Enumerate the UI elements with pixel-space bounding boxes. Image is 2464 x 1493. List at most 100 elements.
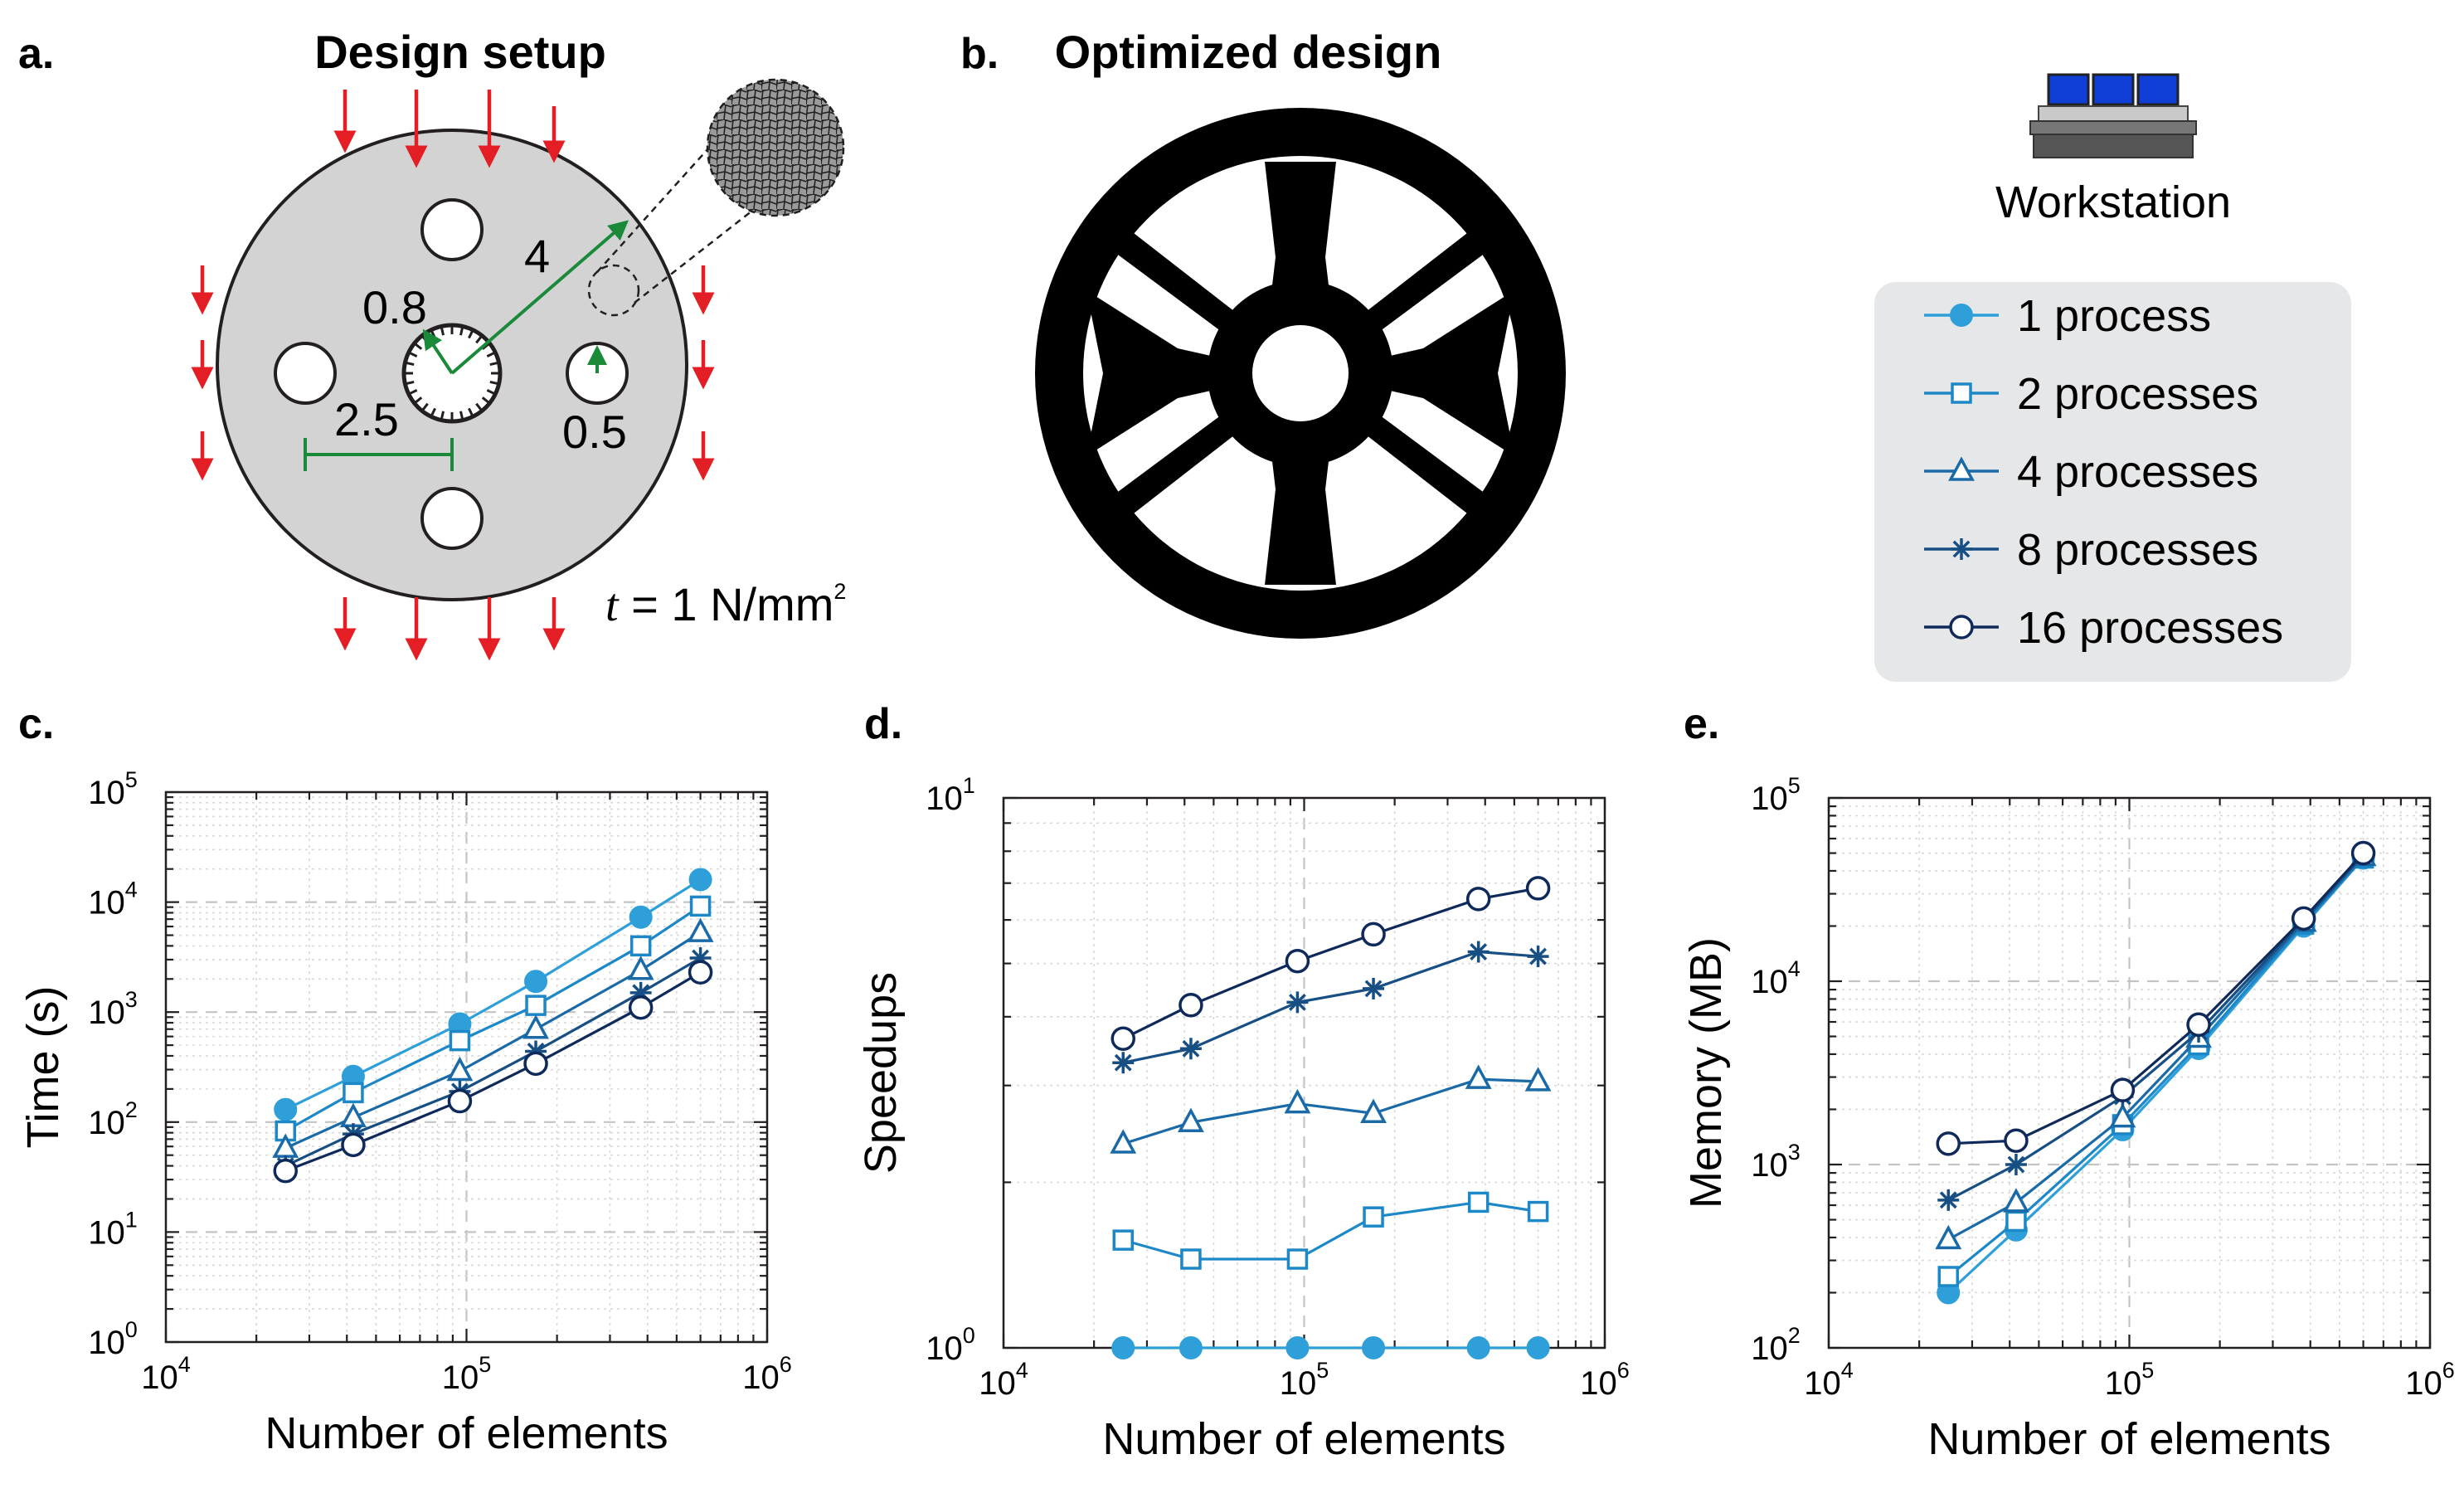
data-point-d-4-3 <box>1286 991 1309 1014</box>
legend-label-3: 4 processes <box>2017 447 2258 497</box>
series-c-1 <box>274 868 712 1121</box>
data-point-d-1-1 <box>1111 1336 1135 1359</box>
data-point-d-5-4 <box>1361 922 1386 947</box>
data-point-c-5-1 <box>273 1158 299 1184</box>
data-point-d-1-4 <box>1362 1336 1386 1359</box>
legend-item-3: 4 processes <box>1924 447 2258 497</box>
ticks-e <box>1827 796 2432 1350</box>
data-point-d-5-3 <box>1285 948 1310 974</box>
legend-item-5: 16 processes <box>1924 603 2283 653</box>
y-tick-label-e-2: 102 <box>1751 1323 1801 1367</box>
data-point-c-3-5 <box>627 956 654 980</box>
spacing-label: 2.5 <box>334 393 399 445</box>
x-tick-label-d-5: 105 <box>1280 1358 1329 1402</box>
y-tick-label-e-3: 103 <box>1751 1140 1801 1184</box>
data-point-d-2-6 <box>1527 1200 1549 1223</box>
hole-top <box>420 198 484 261</box>
y-tick-label-c-3: 103 <box>88 987 138 1031</box>
series-d-2 <box>1112 1191 1549 1270</box>
data-point-c-5-4 <box>523 1051 548 1077</box>
legend-marker-3 <box>1948 456 1975 481</box>
panel-e: e. 104 105 106 102 103 104 105 Number of elemen… <box>1681 700 2455 1464</box>
chart-time: 104 105 106 100 101 102 103 104 105 Number of ele… <box>18 767 792 1458</box>
series-line-c-4 <box>284 956 702 1168</box>
data-point-d-5-2 <box>1179 993 1203 1018</box>
legend-box <box>1874 282 2351 682</box>
y-tick-label-e-4: 104 <box>1751 956 1801 1000</box>
y-axis-label-e: Memory (MB) <box>1681 937 1731 1209</box>
data-point-d-2-2 <box>1180 1248 1202 1270</box>
panel-c-label: c. <box>18 700 54 748</box>
inner-radius-label: 0.8 <box>362 281 427 333</box>
y-axis-label-d: Speedups <box>856 972 906 1174</box>
x-tick-label-c-6: 106 <box>742 1352 792 1396</box>
panel-a: a. Design setup 4 0.8 0.5 2.5 t = 1 N/mm… <box>18 26 846 661</box>
data-point-e-3-3 <box>2109 1102 2136 1128</box>
series-d-3 <box>1110 1064 1552 1154</box>
legend-label-1: 1 process <box>2017 291 2211 341</box>
traction-label: t = 1 N/mm2 <box>605 578 846 631</box>
y-tick-label-c-1: 101 <box>88 1207 138 1251</box>
legend-marker-4 <box>1951 538 1972 560</box>
series-line-c-3 <box>284 931 702 1150</box>
panel-c: c. 104 105 106 100 101 102 103 104 105 Number of … <box>18 700 792 1458</box>
outer-radius-label: 4 <box>524 230 550 282</box>
data-point-e-5-6 <box>2350 840 2376 866</box>
data-point-e-2-2 <box>2005 1210 2027 1233</box>
hole-radius-label: 0.5 <box>562 406 627 458</box>
x-axis-label-e: Number of elements <box>1927 1414 2330 1464</box>
hole-bottom <box>420 487 484 550</box>
data-point-d-2-3 <box>1286 1248 1309 1270</box>
data-point-d-3-4 <box>1360 1098 1387 1123</box>
legend-item-4: 8 processes <box>1924 525 2258 575</box>
data-point-d-5-6 <box>1525 876 1551 901</box>
y-tick-label-c-0: 100 <box>88 1317 138 1361</box>
data-point-d-4-2 <box>1179 1038 1202 1060</box>
optimized-design-icon <box>1035 108 1566 639</box>
data-point-d-3-1 <box>1110 1129 1137 1154</box>
data-point-c-3-3 <box>446 1056 474 1082</box>
data-point-c-5-5 <box>628 995 654 1020</box>
panel-b: b. Optimized design <box>960 26 1566 639</box>
chart-memory: 104 105 106 102 103 104 105 Number of elements M… <box>1681 773 2455 1464</box>
data-point-c-2-2 <box>343 1082 364 1104</box>
x-tick-label-d-4: 104 <box>979 1358 1028 1402</box>
y-tick-label-c-4: 104 <box>88 878 138 922</box>
series-d-1 <box>1111 1336 1550 1359</box>
x-tick-label-c-5: 105 <box>442 1352 492 1396</box>
data-point-d-5-1 <box>1111 1026 1136 1051</box>
data-point-d-2-4 <box>1363 1206 1384 1228</box>
zoom-source-circle <box>587 264 640 317</box>
traction-arrows <box>191 90 715 661</box>
legend: 1 process 2 processes 4 processes 8 process… <box>1924 291 2283 653</box>
x-tick-label-d-6: 106 <box>1580 1358 1630 1402</box>
series-c-2 <box>275 895 712 1142</box>
data-point-c-3-4 <box>522 1014 549 1039</box>
panel-e-label: e. <box>1684 700 1719 748</box>
data-point-c-1-6 <box>688 868 712 892</box>
data-point-d-1-5 <box>1466 1336 1490 1359</box>
data-point-c-3-2 <box>339 1102 367 1128</box>
ticks-c <box>164 790 769 1344</box>
data-point-e-2-1 <box>1937 1266 1960 1287</box>
data-point-e-5-1 <box>1936 1131 1961 1156</box>
y-axis-label-c: Time (s) <box>18 986 68 1149</box>
series-e-4 <box>1937 844 2374 1211</box>
legend-item-2: 2 processes <box>1924 369 2258 419</box>
y-tick-label-c-2: 102 <box>88 1097 138 1141</box>
data-point-d-1-3 <box>1285 1336 1310 1359</box>
data-point-c-3-6 <box>687 917 714 942</box>
data-point-d-1-2 <box>1179 1336 1203 1359</box>
data-point-c-2-3 <box>449 1029 471 1052</box>
series-line-c-1 <box>284 878 702 1111</box>
data-point-d-3-2 <box>1177 1107 1204 1132</box>
x-axis-label-d: Number of elements <box>1102 1414 1505 1464</box>
legend-item-1: 1 process <box>1924 291 2211 341</box>
data-point-c-1-4 <box>524 970 548 994</box>
data-point-c-5-3 <box>447 1088 473 1114</box>
series-e-5 <box>1936 840 2376 1156</box>
y-tick-label-d-1: 101 <box>926 773 975 817</box>
data-point-e-4-1 <box>1937 1189 1960 1211</box>
panel-a-title: Design setup <box>314 26 606 78</box>
